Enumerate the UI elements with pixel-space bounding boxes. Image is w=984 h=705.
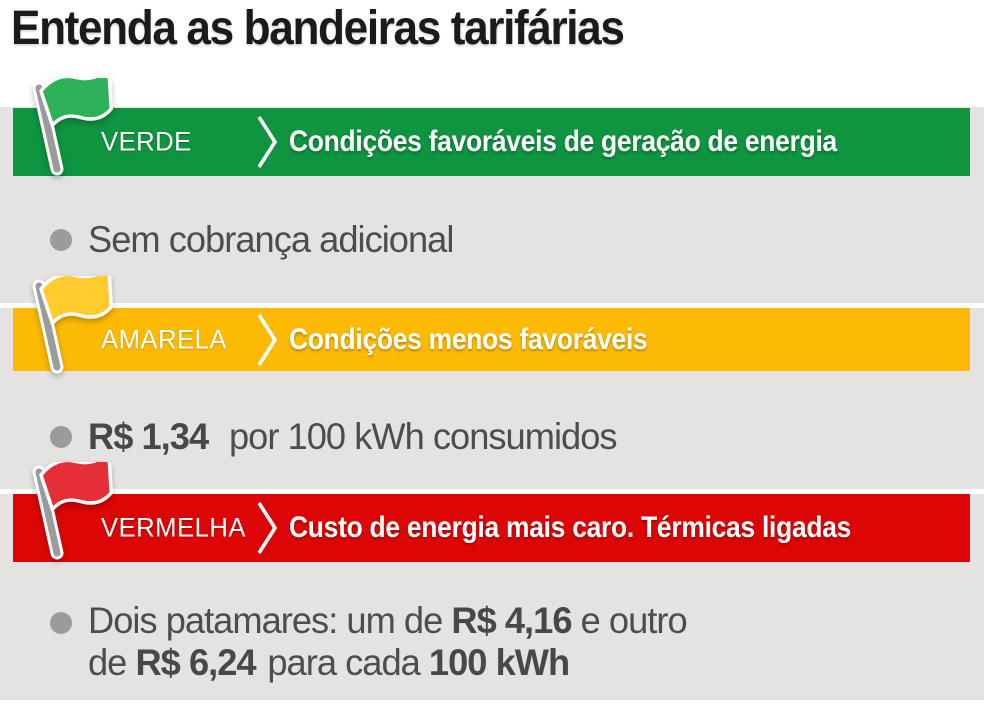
section-divider (0, 489, 984, 494)
banner-verde-label: VERDE (101, 126, 192, 157)
bullet-dot (50, 229, 72, 251)
bullet-dot (50, 426, 72, 448)
chevron-right-icon (257, 502, 278, 554)
bullet-dot (50, 612, 72, 634)
chevron-right-icon (257, 116, 278, 168)
detail-text: por 100 kWh consumidos (228, 416, 618, 457)
banner-amarela: AMARELA Condições menos favoráveis (13, 308, 970, 371)
banner-amarela-description: Condições menos favoráveis (289, 322, 648, 356)
banner-verde-description: Condições favoráveis de geração de energ… (289, 125, 837, 158)
detail-text: Dois patamares: um de (88, 600, 452, 641)
gray-panel (0, 107, 984, 700)
banner-verde: VERDE Condições favoráveis de geração de… (13, 108, 970, 176)
detail-amarela: R$ 1,34 por 100 kWh consumidos (88, 415, 618, 458)
detail-text: de (88, 642, 136, 683)
yellow-flag-icon (32, 276, 113, 374)
detail-vermelha: Dois patamares: um de R$ 4,16 e outro de… (88, 600, 688, 684)
page-title: Entenda as bandeiras tarifárias (11, 2, 625, 55)
detail-line-2: de R$ 6,24 para cada 100 kWh (88, 642, 687, 684)
section-divider (0, 303, 984, 308)
detail-text: e outro (571, 600, 688, 641)
green-flag-icon (32, 78, 113, 176)
price-value: R$ 6,24 (135, 642, 256, 683)
banner-vermelha: VERMELHA Custo de energia mais caro. Tér… (13, 494, 970, 562)
red-flag-icon (32, 462, 113, 560)
detail-text: Sem cobrança adicional (88, 219, 454, 260)
quantity-value: 100 kWh (428, 642, 570, 683)
banner-amarela-label: AMARELA (101, 324, 227, 354)
banner-vermelha-label: VERMELHA (101, 512, 246, 543)
detail-line-1: Dois patamares: um de R$ 4,16 e outro (88, 600, 688, 642)
price-value: R$ 4,16 (451, 600, 572, 641)
chevron-right-icon (257, 313, 278, 366)
detail-text: para cada (267, 642, 429, 683)
detail-verde: Sem cobrança adicional (88, 218, 454, 261)
banner-vermelha-description: Custo de energia mais caro. Térmicas lig… (289, 511, 852, 544)
price-value: R$ 1,34 (88, 416, 209, 457)
